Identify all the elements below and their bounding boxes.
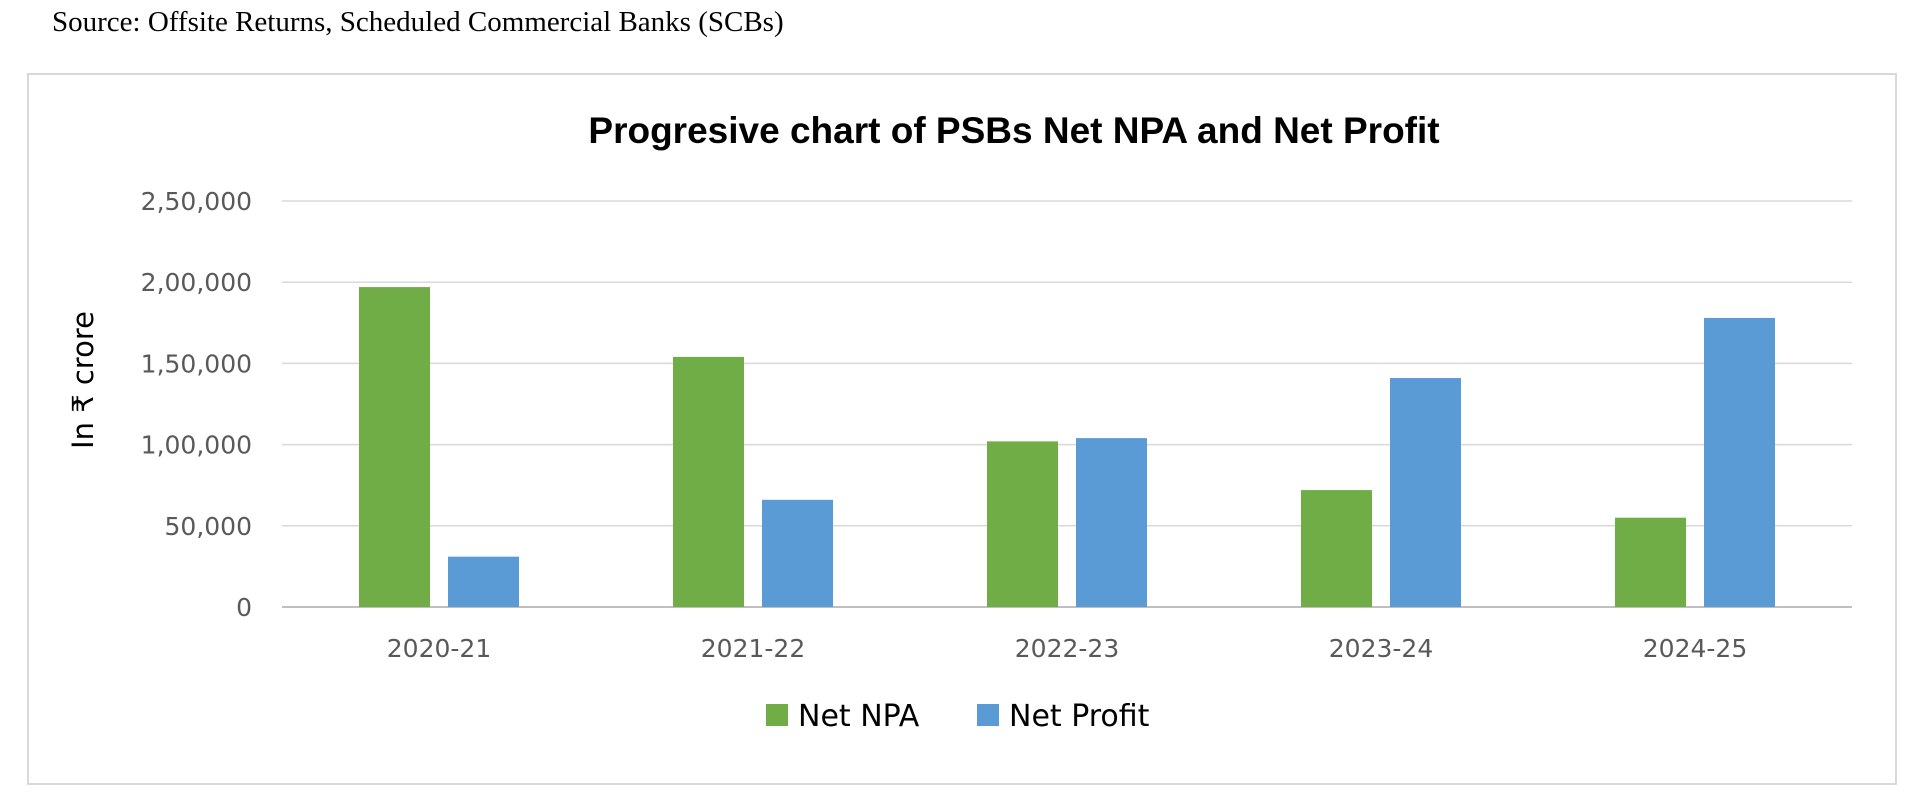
y-tick-label: 0 — [236, 593, 252, 622]
legend-swatch — [766, 704, 788, 726]
legend: Net NPA Net Profit — [766, 699, 1150, 734]
bar-net-profit — [1704, 317, 1775, 607]
bar-net-profit — [762, 499, 833, 607]
legend-swatch — [977, 704, 999, 726]
bar-net-npa — [1615, 517, 1686, 607]
chart-title: Progresive chart of PSBs Net NPA and Net… — [588, 110, 1439, 151]
y-tick-label: 1,50,000 — [141, 349, 252, 378]
chart-frame — [27, 73, 1897, 785]
bar-net-profit — [448, 556, 519, 607]
y-tick-label: 2,00,000 — [141, 268, 252, 297]
bar-net-profit — [1076, 438, 1147, 607]
legend-label: Net Profit — [1009, 699, 1150, 734]
x-axis-ticks: 2020-21 2021-22 2022-23 2023-24 2024-25 — [387, 634, 1747, 663]
y-tick-label: 1,00,000 — [141, 431, 252, 460]
gridlines — [282, 200, 1852, 608]
bar-net-profit — [1390, 378, 1461, 607]
x-tick-label: 2024-25 — [1643, 634, 1747, 663]
x-tick-label: 2022-23 — [1015, 634, 1119, 663]
x-tick-label: 2020-21 — [387, 634, 491, 663]
y-tick-label: 50,000 — [165, 512, 252, 541]
legend-label: Net NPA — [798, 699, 920, 734]
y-axis-label: In ₹ crore — [66, 311, 100, 449]
x-tick-label: 2021-22 — [701, 634, 805, 663]
y-tick-label: 2,50,000 — [141, 187, 252, 216]
x-tick-label: 2023-24 — [1329, 634, 1433, 663]
y-axis-ticks: 0 50,000 1,00,000 1,50,000 2,00,000 2,50,000 — [141, 187, 252, 622]
bar-net-npa — [987, 441, 1058, 607]
bars — [359, 287, 1775, 607]
bar-net-npa — [1301, 490, 1372, 607]
source-caption: Source: Offsite Returns, Scheduled Comme… — [52, 6, 784, 38]
bar-net-npa — [359, 287, 430, 607]
bar-net-npa — [673, 356, 744, 607]
